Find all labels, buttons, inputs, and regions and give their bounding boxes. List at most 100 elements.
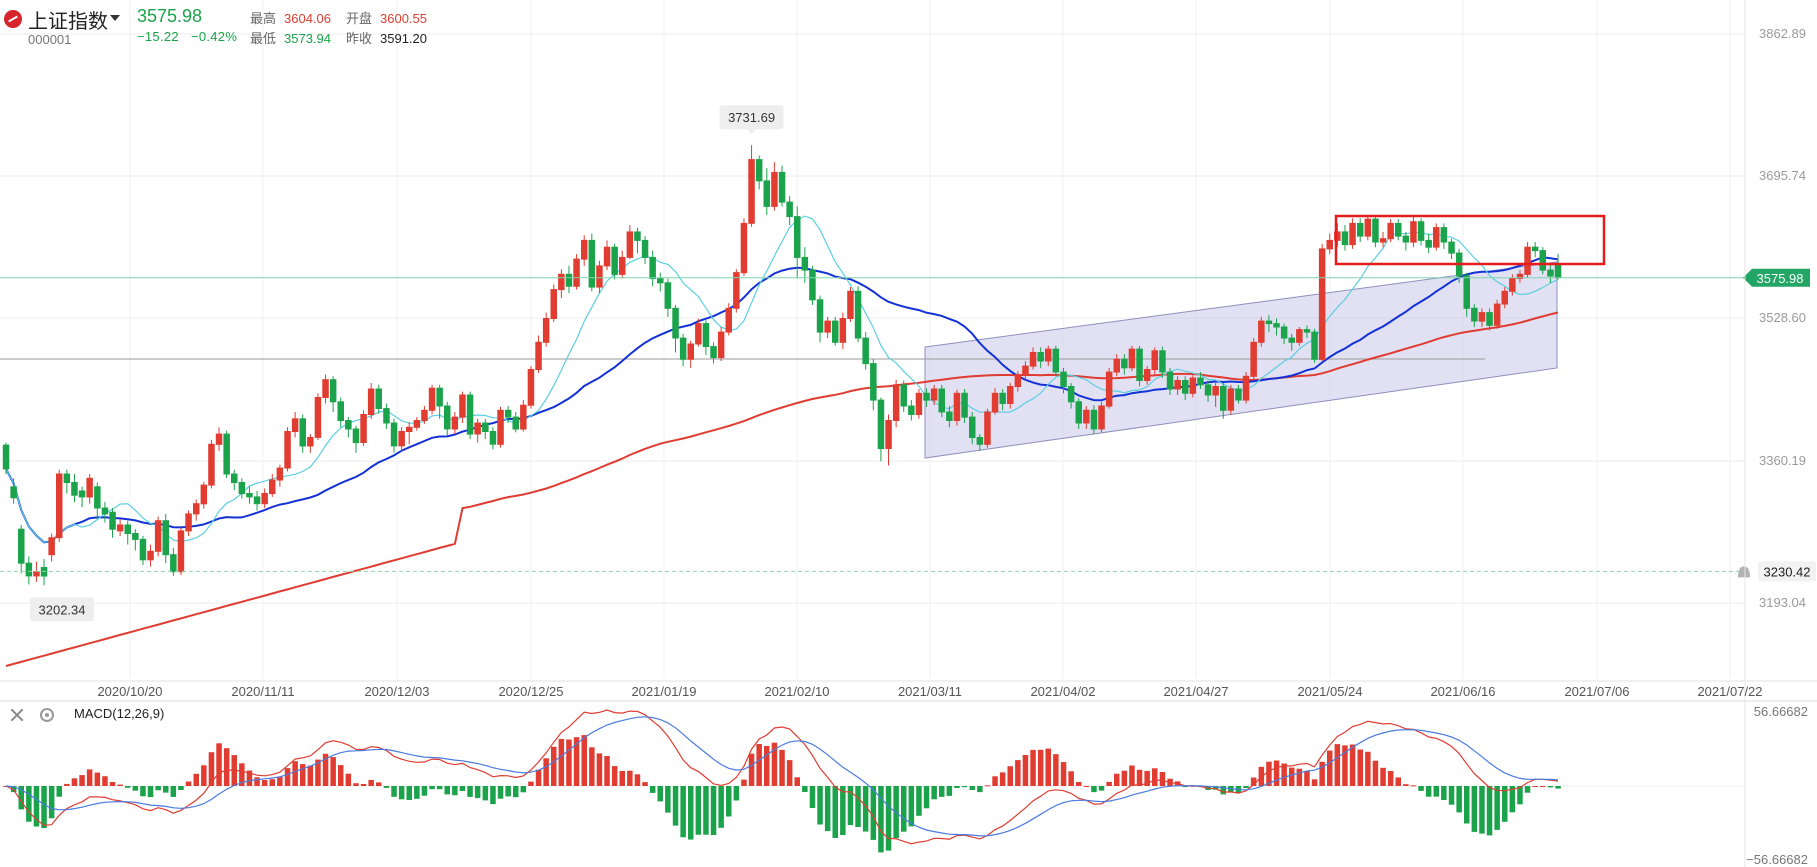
candle-body — [504, 409, 512, 418]
candle-body — [588, 239, 596, 288]
candle-body — [1166, 371, 1174, 390]
x-tick-label: 2021/04/27 — [1163, 684, 1228, 699]
x-tick-label: 2021/05/24 — [1297, 684, 1362, 699]
candle-body — [1083, 409, 1090, 424]
candle-body — [246, 493, 253, 498]
macd-histogram-bar — [733, 786, 740, 801]
macd-histogram-bar — [1433, 786, 1439, 797]
candle-body — [466, 394, 474, 435]
macd-histogram-bar — [125, 786, 131, 788]
candle-body — [101, 507, 109, 515]
candle-body — [1554, 264, 1562, 279]
candle-body — [1273, 323, 1280, 328]
candle-body — [375, 388, 382, 409]
macd-bottom-label: −56.66682 — [1746, 852, 1808, 867]
macd-histogram-bar — [703, 786, 709, 835]
candle-body — [170, 554, 177, 573]
macd-histogram-bar — [26, 786, 32, 822]
macd-histogram-bar — [862, 786, 869, 832]
candle-body — [147, 550, 154, 561]
macd-histogram-bar — [931, 786, 937, 800]
candle-body — [839, 318, 847, 343]
macd-histogram-bar — [672, 786, 679, 826]
candle-body — [1113, 358, 1120, 373]
close-icon[interactable] — [10, 708, 24, 722]
macd-histogram-bar — [353, 783, 359, 786]
exchange-logo — [4, 10, 22, 28]
macd-histogram-bar — [1304, 771, 1310, 786]
candle-body — [854, 290, 862, 339]
candle-body — [1539, 250, 1546, 271]
macd-histogram-bar — [939, 786, 945, 797]
candle-body — [1288, 337, 1295, 343]
candle-body — [48, 537, 55, 556]
candle-body — [177, 530, 185, 573]
gear-icon[interactable] — [40, 708, 54, 722]
chevron-down-icon[interactable] — [110, 15, 120, 21]
macd-histogram-bar — [1448, 786, 1455, 805]
candle-body — [1311, 331, 1318, 360]
candle-body — [908, 405, 915, 415]
macd-label: MACD(12,26,9) — [74, 706, 165, 721]
channel-fill — [924, 261, 1558, 459]
candle-body — [390, 422, 398, 447]
macd-histogram-bar — [847, 786, 854, 826]
macd-histogram-bar — [1083, 785, 1090, 787]
candle-body — [763, 180, 770, 207]
macd-histogram-bar — [330, 757, 336, 786]
macd-histogram-bar — [1494, 786, 1500, 830]
candle-body — [284, 431, 291, 469]
candle-body — [1204, 384, 1212, 396]
macd-histogram-bar — [64, 783, 70, 786]
candle-body — [1379, 238, 1387, 243]
macd-histogram-bar — [1357, 749, 1363, 786]
x-tick-label: 2021/01/19 — [631, 684, 696, 699]
macd-histogram-bar — [589, 747, 595, 786]
macd-histogram-bar — [817, 786, 823, 825]
alert-label: 3230.42 — [1764, 564, 1811, 579]
macd-histogram-bar — [604, 756, 610, 786]
macd-histogram-bar — [551, 746, 557, 786]
candle-body — [542, 318, 550, 343]
candle-body — [938, 388, 945, 413]
candle-body — [969, 416, 976, 439]
candle-body — [710, 346, 717, 359]
macd-histogram-bar — [824, 786, 831, 832]
candle-body — [672, 307, 679, 339]
min-tag — [30, 597, 94, 622]
macd-histogram-bar — [505, 786, 511, 797]
candle-body — [215, 433, 223, 445]
candle-body — [116, 524, 124, 532]
price-change: −15.22 −0.42% — [137, 29, 249, 44]
candle-body — [717, 331, 725, 359]
candle-body — [451, 416, 459, 430]
candle-body — [794, 216, 801, 258]
candles — [2, 145, 1562, 586]
macd-histogram-bar — [1517, 786, 1523, 805]
candle-body — [1341, 231, 1349, 246]
macd-histogram-bar — [1182, 786, 1188, 787]
candle-body — [428, 387, 436, 411]
macd-histogram-bar — [1509, 786, 1516, 813]
candle-body — [961, 392, 968, 418]
macd-histogram-bar — [1266, 761, 1272, 786]
macd-histogram-bar — [94, 772, 101, 786]
candle-body — [1052, 348, 1060, 373]
macd-histogram-bar — [1022, 755, 1029, 786]
macd-histogram-bar — [1486, 786, 1493, 836]
candle-body — [489, 431, 497, 445]
candle-body — [892, 384, 900, 421]
macd-histogram-bar — [688, 786, 694, 840]
index-name[interactable]: 上证指数 — [28, 11, 108, 33]
macd-histogram-bar — [239, 763, 245, 786]
macd-histogram-bar — [1053, 754, 1059, 786]
macd-histogram-bar — [513, 786, 519, 798]
macd-histogram-bar — [1555, 786, 1561, 789]
candle-body — [421, 409, 428, 421]
macd-histogram-bar — [1030, 749, 1036, 786]
candle-body — [679, 337, 687, 360]
macd-histogram-bar — [467, 786, 473, 797]
candle-body — [200, 484, 208, 505]
candle-body — [748, 159, 755, 224]
